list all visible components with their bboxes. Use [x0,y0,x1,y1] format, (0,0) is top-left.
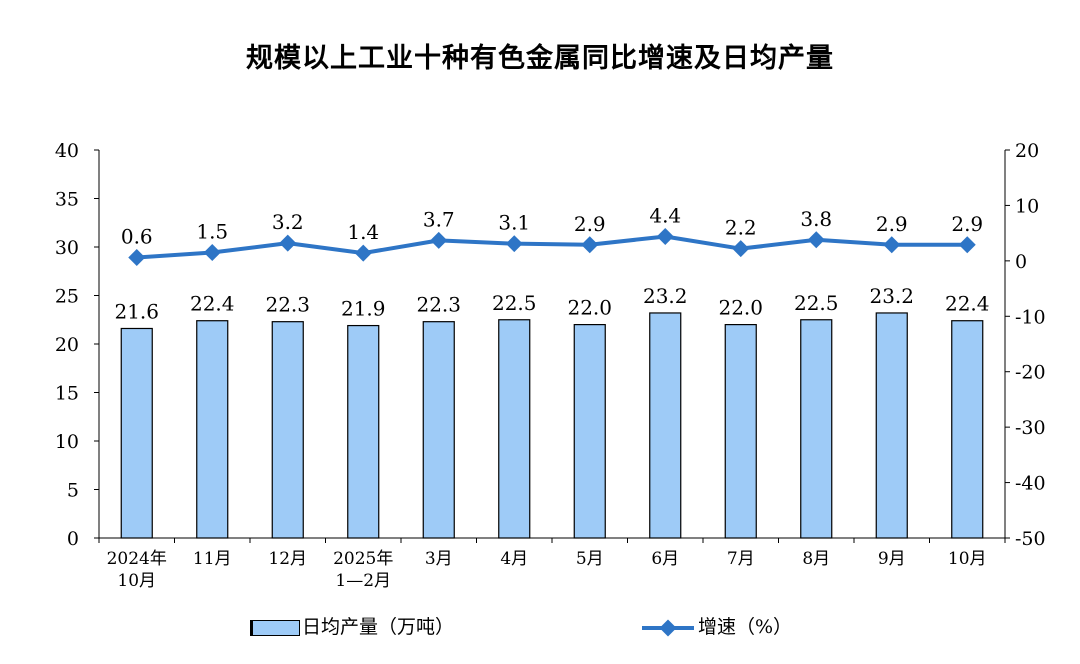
bar-data-label: 21.9 [341,297,386,321]
bar-data-label: 23.2 [869,284,914,308]
bar-data-label: 22.0 [718,296,763,320]
y2-tick-label: 20 [1015,140,1039,162]
line-point [581,236,599,254]
line-data-label: 2.9 [574,212,606,236]
line-point [958,236,976,254]
legend-line-swatch [642,619,694,637]
y-tick-label: 35 [55,189,79,211]
line-data-label: 2.2 [725,216,757,240]
line-point [883,236,901,254]
x-tick-label: 4月 [500,549,528,569]
x-tick-label: 10月 [948,549,987,569]
bar-data-label: 22.5 [492,291,537,315]
legend-line-label: 增速（%） [698,616,793,638]
line-data-label: 1.5 [196,220,228,244]
x-tick-label: 9月 [878,549,906,569]
bar [951,320,984,539]
bar [724,324,757,539]
x-tick-label: 12月 [268,549,307,569]
y2-tick-label: -30 [1015,417,1046,439]
x-tick-label: 7月 [727,549,755,569]
y-tick-label: 10 [55,431,79,453]
y-tick-label: 15 [55,383,79,405]
bar [120,327,153,539]
x-tick-label: 2025年 [333,549,393,569]
y2-tick-label: -40 [1015,473,1046,495]
bar [271,321,304,539]
line-data-label: 0.6 [121,225,153,249]
line-data-label: 3.1 [498,211,530,235]
y2-tick-label: 10 [1015,195,1039,217]
line-point [732,240,750,258]
bar [800,319,833,539]
line-point [279,234,297,252]
bar-data-label: 22.3 [416,293,461,317]
line-point [203,244,221,262]
y-tick-label: 30 [55,237,79,259]
bar-data-label: 22.4 [945,292,990,316]
y-tick-label: 0 [67,528,79,550]
line-data-label: 1.4 [347,220,379,244]
line-data-label: 3.7 [423,207,455,231]
bar-data-label: 22.3 [265,293,310,317]
line-point [656,227,674,245]
x-tick-label: 6月 [651,549,679,569]
bar-data-label: 23.2 [643,284,688,308]
y-tick-label: 5 [67,480,79,502]
x-tick-label: 5月 [576,549,604,569]
line-data-label: 2.9 [951,212,983,236]
y2-tick-label: 0 [1015,251,1027,273]
bar-data-label: 22.5 [794,291,839,315]
line-data-label: 2.9 [876,212,908,236]
bar [875,312,908,539]
chart-title: 规模以上工业十种有色金属同比增速及日均产量 [246,43,834,74]
line-data-label: 3.2 [272,210,304,234]
x-tick-label: 8月 [802,549,830,569]
y-tick-label: 20 [55,334,79,356]
bar [573,324,606,539]
x-tick-label: 11月 [193,549,232,569]
x-tick-label: 10月 [117,571,156,591]
y2-tick-label: -10 [1015,306,1046,328]
y-tick-label: 40 [55,140,79,162]
line-point [128,249,146,267]
bar-data-label: 21.6 [114,299,159,323]
y-tick-label: 25 [55,286,79,308]
series-line-growth [136,234,968,260]
line-point [354,244,372,262]
bar-data-label: 22.0 [567,296,612,320]
y2-tick-label: -50 [1015,528,1046,550]
line-data-label: 3.8 [800,207,832,231]
line-point [807,231,825,249]
line-data-label: 4.4 [649,203,681,227]
line-point [430,231,448,249]
bar [196,320,229,539]
x-tick-label: 1—2月 [335,571,391,591]
x-tick-label: 3月 [425,549,453,569]
bar [422,321,455,539]
bar-data-label: 22.4 [190,292,235,316]
legend-bar-label: 日均产量（万吨） [302,616,455,638]
bar [649,312,682,539]
bar [347,324,380,539]
y2-tick-label: -20 [1015,362,1046,384]
line-point [505,235,523,253]
bar [498,319,531,539]
x-tick-label: 2024年 [107,549,167,569]
legend-bar-swatch [250,620,300,636]
